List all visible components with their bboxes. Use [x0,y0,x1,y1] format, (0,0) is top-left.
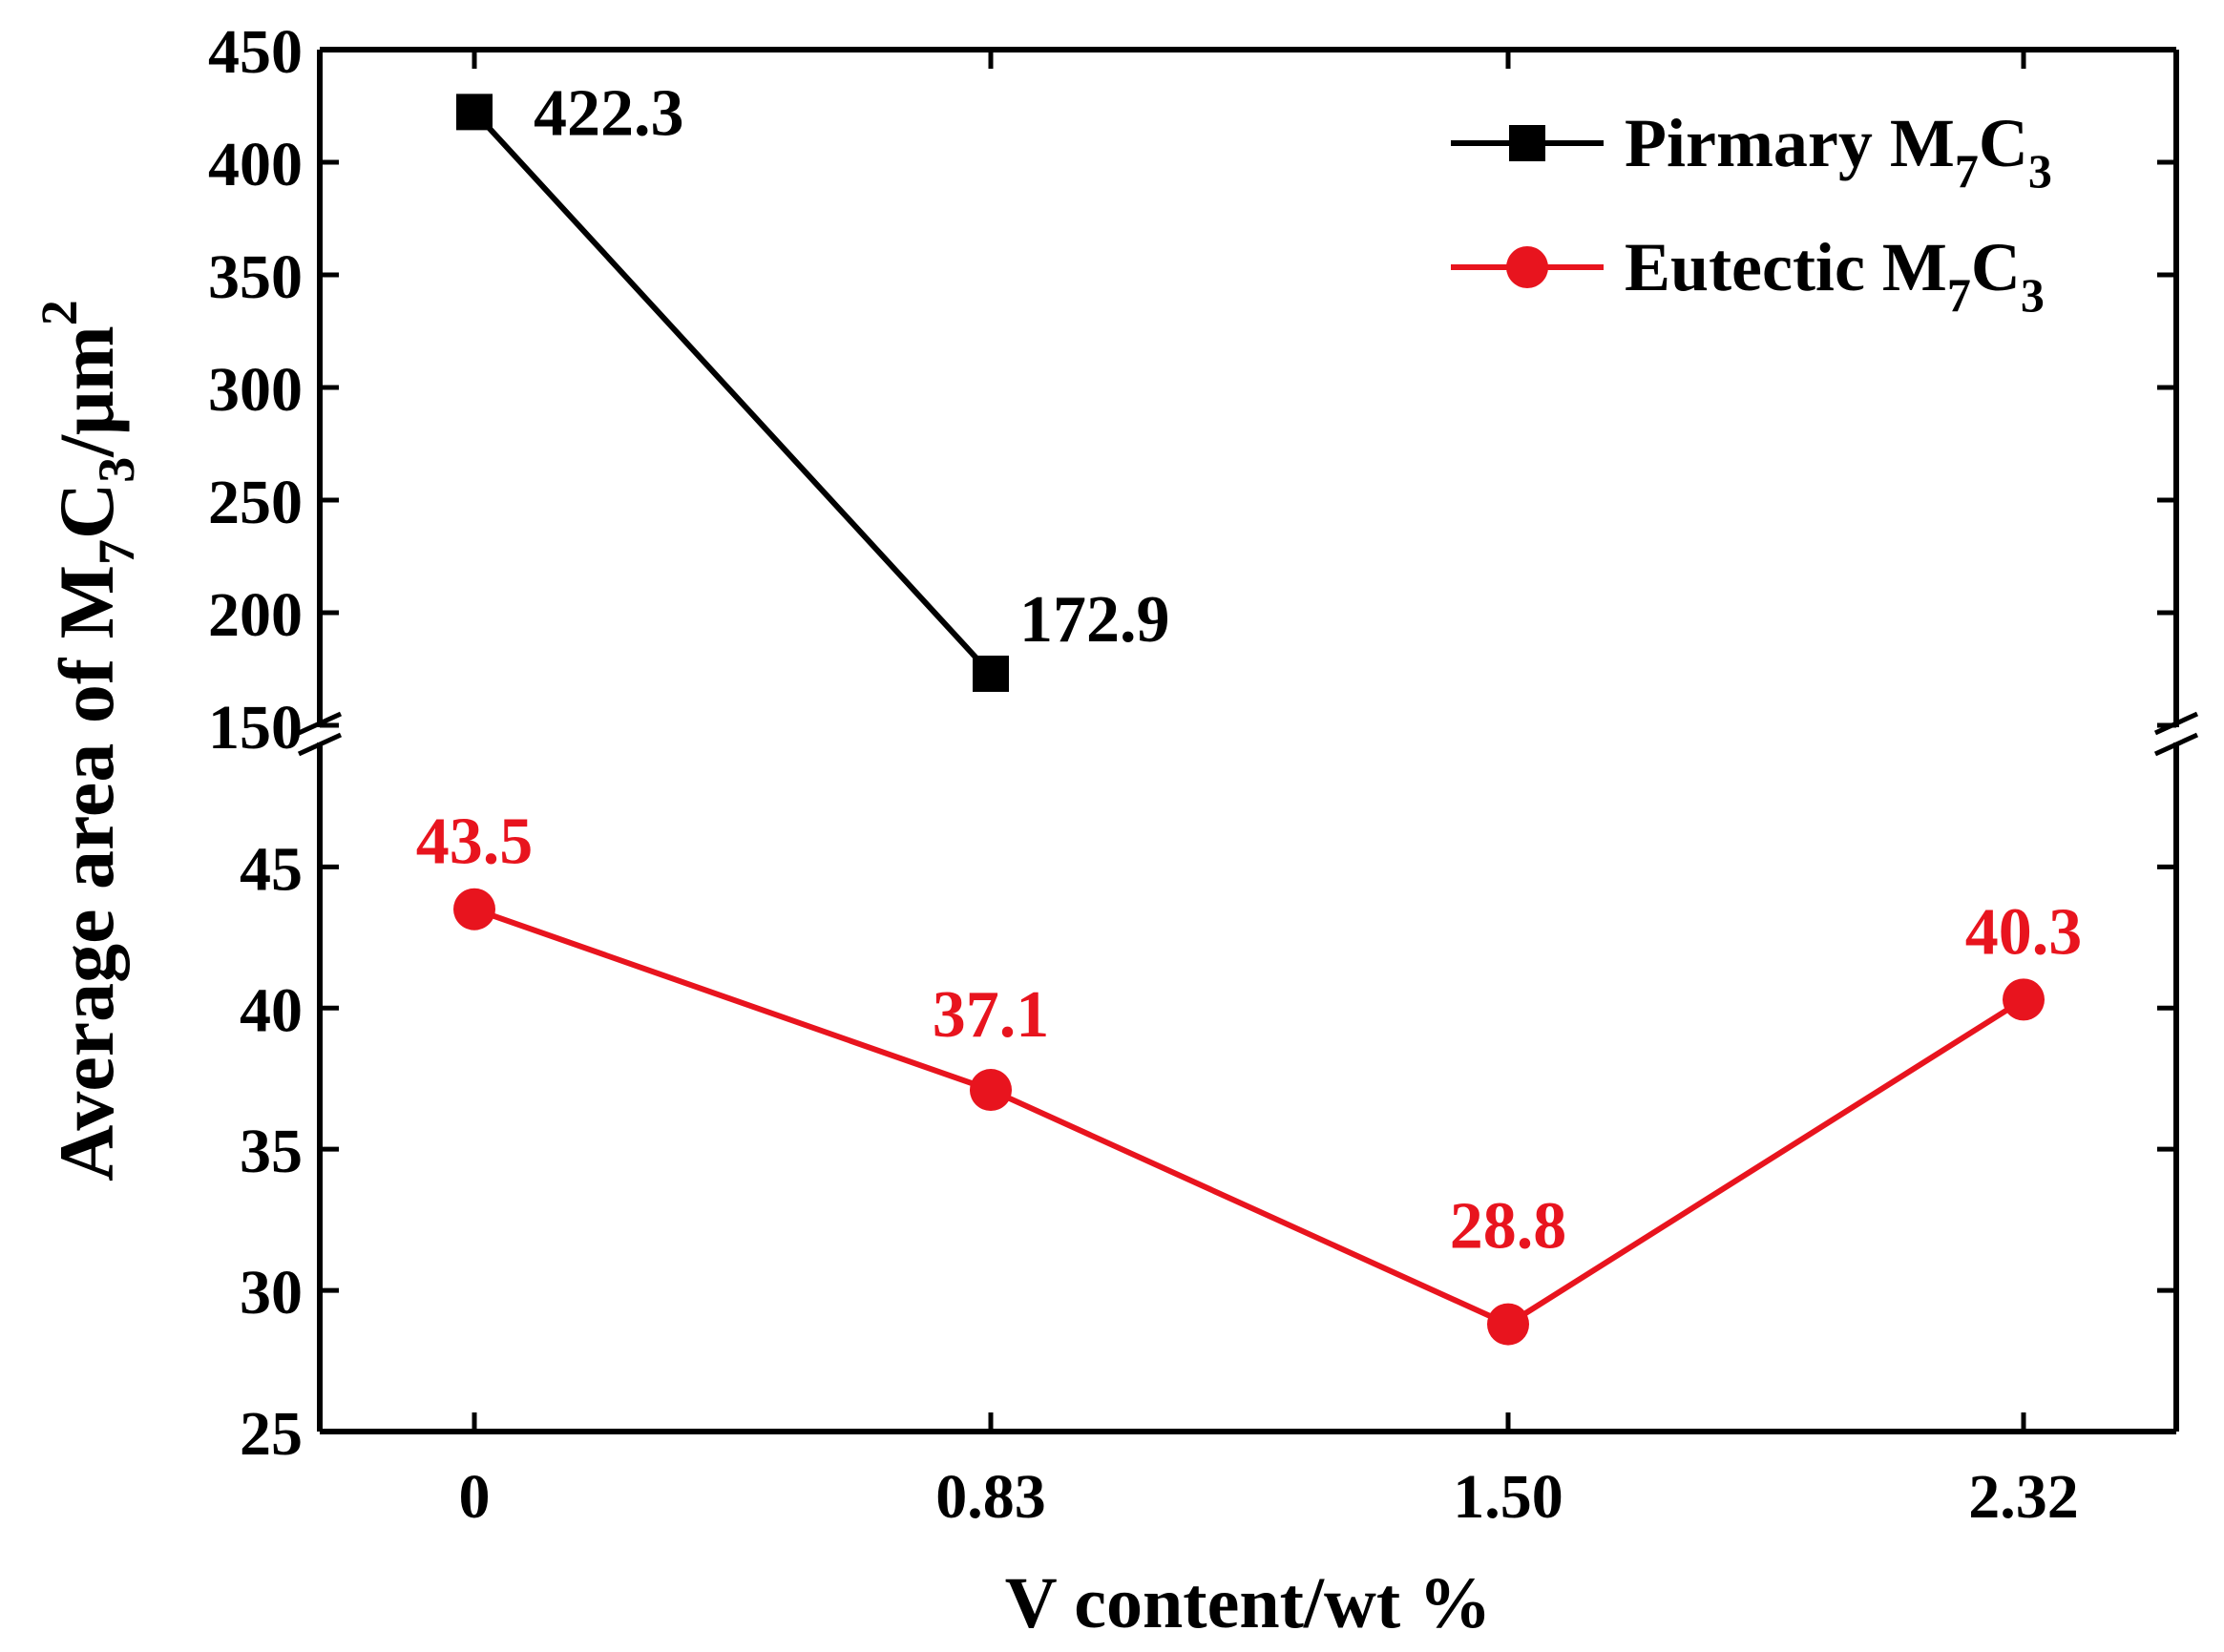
legend-text: C [1979,105,2028,181]
data-label: 40.3 [1965,895,2083,969]
y-tick-label: 300 [208,355,303,425]
break-slash [2153,732,2199,757]
y-label-subscript: 7 [88,539,145,565]
y-label-subscript: 3 [88,457,145,483]
x-tick-label: 1.50 [1453,1462,1563,1532]
legend-label: Eutectic M7C3 [1625,229,2045,322]
series-line-2 [473,906,2025,1328]
y-tick-label: 45 [240,834,303,904]
data-point-circle [1487,1303,1529,1346]
legend-label: Pirmary M7C3 [1625,105,2052,198]
y-label-text: Average area of M [43,565,130,1181]
legend-marker-circle [1506,246,1548,288]
legend-text: C [1971,229,2021,305]
y-label-superscript: 2 [31,300,88,325]
y-label-text: /μm [43,325,130,458]
y-axis-label: Average area of M7C3/μm2 [31,300,145,1181]
legend-marker-square [1509,125,1545,161]
data-label: 28.8 [1450,1190,1567,1264]
data-label: 172.9 [1019,583,1170,657]
y-tick-label: 200 [208,580,303,650]
y-tick-label: 350 [208,242,303,312]
y-tick-label: 150 [208,693,303,763]
data-point-square [456,94,493,131]
series-line-1 [472,110,994,676]
data-point-circle [2003,978,2045,1021]
legend-subscript: 7 [1955,144,1979,198]
legend-subscript: 7 [1947,268,1971,322]
y-tick-label: 35 [240,1117,303,1186]
data-label: 43.5 [416,805,534,879]
data-point-circle [453,888,495,931]
x-tick-label: 2.32 [1968,1462,2079,1532]
legend-text: Eutectic M [1625,229,1947,305]
y-tick-label: 450 [208,17,303,87]
legend-subscript: 3 [2028,144,2052,198]
legend-subscript: 3 [2021,268,2045,322]
data-label: 422.3 [534,76,684,150]
x-axis-label: V content/wt % [1005,1563,1491,1643]
data-point-square [973,655,1009,692]
y-tick-label: 250 [208,468,303,537]
y-tick-label: 400 [208,130,303,199]
data-label: 37.1 [933,978,1050,1052]
x-tick-label: 0 [459,1462,491,1532]
y-tick-label: 25 [240,1399,303,1469]
y-label-text: C [43,483,130,539]
x-tick-label: 0.83 [935,1462,1046,1532]
y-tick-label: 30 [240,1258,303,1328]
break-slash [297,732,343,757]
data-point-circle [970,1069,1012,1112]
legend-text: Pirmary M [1625,105,1955,181]
y-tick-label: 40 [240,975,303,1045]
